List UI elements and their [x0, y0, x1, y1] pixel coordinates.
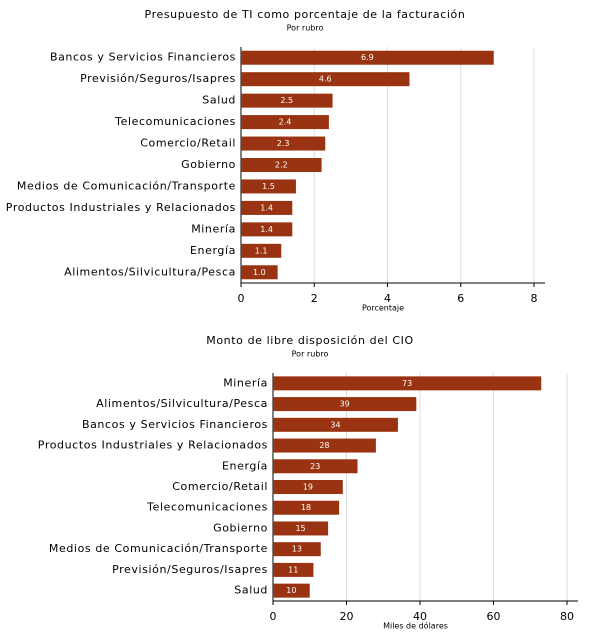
y-tick-label: Minería: [223, 376, 268, 389]
data-label: 2.4: [279, 118, 292, 127]
data-label: 1.4: [260, 203, 273, 212]
data-label: 1.5: [262, 182, 275, 191]
data-label: 28: [319, 441, 329, 450]
y-tick-label: Medios de Comunicación/Transporte: [17, 179, 236, 192]
y-tick-label: Energía: [222, 459, 268, 472]
bar: [273, 583, 310, 598]
chart-title: Monto de libre disposición del CIO: [206, 334, 413, 347]
bar: [273, 438, 376, 453]
x-tick-label: 2: [311, 292, 318, 305]
x-tick-label: 60: [486, 610, 500, 623]
y-tick-label: Previsión/Seguros/Isapres: [80, 72, 236, 85]
data-label: 6.9: [361, 53, 374, 62]
y-tick-label: Salud: [234, 584, 268, 597]
data-label: 18: [301, 503, 311, 512]
bar: [241, 200, 293, 215]
chart-title: Presupuesto de TI como porcentaje de la …: [145, 8, 466, 21]
x-axis-label: Porcentaje: [362, 304, 404, 313]
x-tick-label: 8: [531, 292, 538, 305]
bar: [241, 50, 494, 65]
y-tick-label: Comercio/Retail: [172, 480, 268, 493]
data-label: 1.4: [260, 225, 273, 234]
data-label: 1.0: [253, 268, 266, 277]
chart-subtitle: Por rubro: [287, 24, 324, 33]
bar: [273, 500, 340, 515]
bar: [273, 397, 417, 412]
bar: [273, 542, 321, 557]
bar: [241, 265, 278, 280]
data-label: 19: [303, 483, 313, 492]
y-tick-label: Energía: [190, 244, 236, 257]
bar: [273, 417, 398, 432]
bar: [241, 179, 296, 194]
bar: [273, 459, 358, 474]
y-tick-label: Bancos y Servicios Financieros: [50, 51, 236, 64]
y-tick-label: Telecomunicaciones: [114, 115, 236, 128]
x-tick-label: 80: [560, 610, 574, 623]
data-label: 34: [330, 420, 340, 429]
y-tick-label: Minería: [191, 222, 236, 235]
y-tick-label: Medios de Comunicación/Transporte: [49, 542, 268, 555]
data-label: 15: [295, 524, 305, 533]
x-tick-label: 20: [339, 610, 353, 623]
data-label: 1.1: [255, 246, 268, 255]
bar: [273, 521, 329, 536]
y-tick-label: Telecomunicaciones: [146, 501, 268, 514]
data-label: 2.3: [277, 139, 290, 148]
x-axis-label: Miles de dólares: [383, 621, 448, 631]
y-tick-label: Productos Industriales y Relacionados: [38, 439, 268, 452]
x-tick-label: 0: [270, 610, 277, 623]
chart-subtitle: Por rubro: [292, 350, 329, 359]
data-label: 4.6: [319, 75, 332, 84]
data-label: 2.2: [275, 161, 288, 170]
bar: [273, 480, 343, 494]
x-tick-label: 6: [457, 292, 464, 305]
bar: [241, 158, 322, 172]
y-tick-label: Comercio/Retail: [140, 137, 236, 150]
bar: [241, 115, 329, 130]
data-label: 73: [402, 379, 412, 388]
bar: [241, 243, 282, 258]
bar: [241, 72, 410, 87]
y-tick-label: Productos Industriales y Relacionados: [6, 201, 236, 214]
bar: [241, 136, 326, 151]
data-label: 23: [310, 462, 320, 471]
y-tick-label: Gobierno: [213, 521, 268, 534]
y-tick-label: Gobierno: [181, 158, 236, 171]
y-tick-label: Alimentos/Silvicultura/Pesca: [64, 265, 236, 278]
data-label: 39: [340, 400, 350, 409]
y-tick-label: Bancos y Servicios Financieros: [82, 418, 268, 431]
bar: [241, 222, 293, 237]
bar: [241, 93, 333, 108]
data-label: 10: [286, 586, 296, 595]
data-label: 2.5: [280, 96, 293, 105]
y-tick-label: Salud: [202, 94, 236, 107]
x-tick-label: 40: [413, 610, 427, 623]
x-tick-label: 0: [238, 292, 245, 305]
x-tick-label: 4: [384, 292, 391, 305]
y-tick-label: Previsión/Seguros/Isapres: [112, 563, 268, 576]
data-label: 11: [288, 565, 298, 574]
bar: [273, 376, 542, 391]
bar: [273, 562, 314, 577]
data-label: 13: [292, 545, 302, 554]
y-tick-label: Alimentos/Silvicultura/Pesca: [96, 397, 268, 410]
